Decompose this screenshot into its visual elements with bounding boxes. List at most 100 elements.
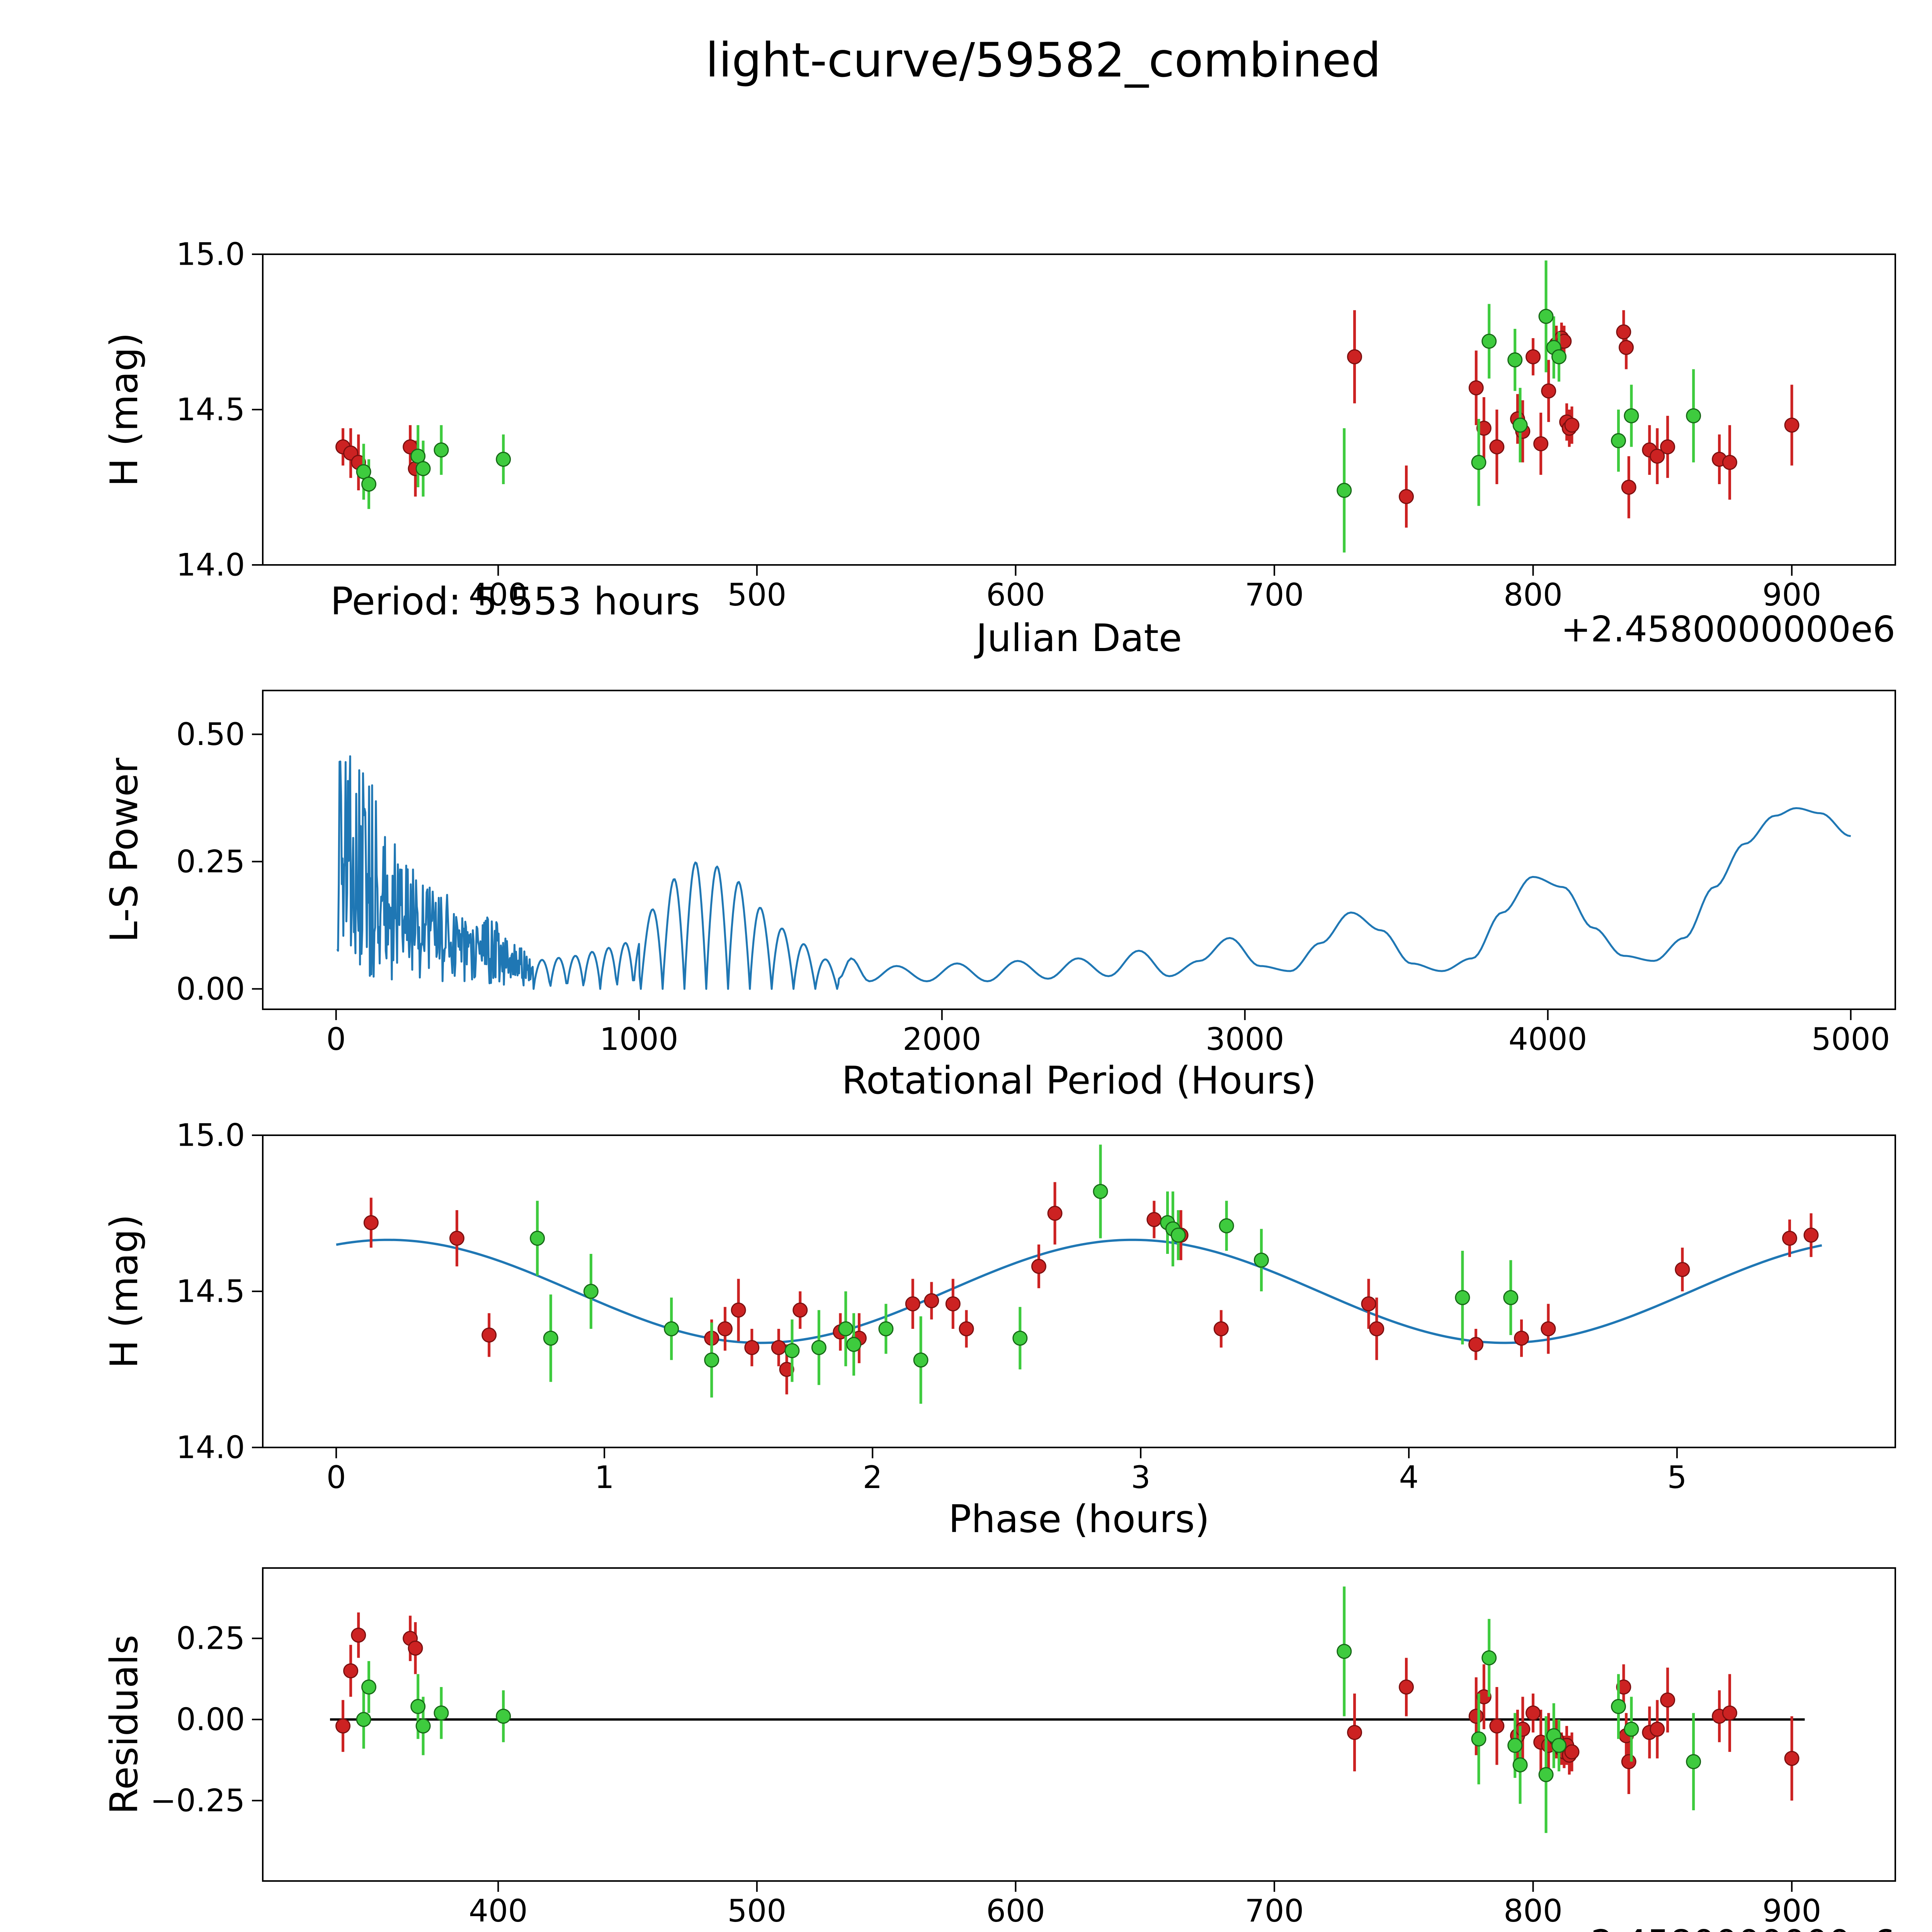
data-point: [1399, 489, 1414, 504]
phased-y-axis-label: H (mag): [102, 1214, 146, 1369]
data-point: [408, 1640, 423, 1656]
dataset-red: [335, 310, 1799, 528]
data-point: [1347, 1725, 1362, 1740]
data-point: [1722, 455, 1737, 470]
data-point: [496, 1709, 511, 1724]
phased-x-axis-label: Phase (hours): [948, 1497, 1210, 1541]
data-point: [1675, 1262, 1690, 1277]
data-point: [543, 1330, 558, 1346]
data-point: [410, 1699, 426, 1714]
subplot-lightcurve: 400 500 600 700 800 900 14.0 14.5 15.0: [176, 236, 1896, 613]
data-point: [1031, 1259, 1046, 1274]
data-point: [779, 1362, 794, 1377]
residuals-y-axis-label: Residuals: [102, 1634, 146, 1815]
data-point: [530, 1231, 545, 1246]
data-point: [434, 442, 449, 458]
data-point: [1337, 1644, 1352, 1659]
data-point: [410, 449, 426, 464]
x-tick-label: 900: [1762, 1893, 1821, 1929]
x-tick-label: 800: [1503, 577, 1563, 613]
data-point: [434, 1705, 449, 1721]
data-point: [1660, 1692, 1675, 1708]
data-point: [1481, 333, 1497, 349]
residuals-axis-offset: +2.4580000000e6: [263, 1922, 1895, 1932]
data-point: [1146, 1212, 1162, 1227]
data-point: [811, 1340, 827, 1355]
data-point: [343, 1663, 359, 1679]
data-point: [1619, 340, 1634, 355]
data-point: [1782, 1231, 1798, 1246]
data-point: [1253, 1252, 1269, 1268]
data-point: [878, 1321, 894, 1337]
y-tick-label: 0.00: [176, 971, 245, 1007]
x-tick-label: 800: [1503, 1893, 1563, 1929]
y-tick-label: 0.00: [176, 1701, 245, 1737]
data-point: [1616, 324, 1631, 340]
data-point: [1489, 439, 1505, 454]
data-point: [1170, 1228, 1186, 1243]
data-point: [361, 1679, 377, 1695]
data-point: [1347, 349, 1362, 364]
data-point: [704, 1352, 719, 1368]
data-point: [1012, 1330, 1028, 1346]
data-point: [1526, 1705, 1541, 1721]
data-point: [1660, 439, 1675, 454]
data-point: [1471, 1731, 1486, 1747]
x-tick-label: 0: [326, 1021, 346, 1057]
y-tick-label: 15.0: [176, 236, 245, 272]
data-point: [1616, 1679, 1631, 1695]
data-point: [1784, 417, 1799, 433]
data-point: [924, 1293, 939, 1308]
data-point: [664, 1321, 679, 1337]
dataset-green: [356, 260, 1701, 553]
data-point: [1512, 417, 1528, 433]
data-point: [1784, 1751, 1799, 1766]
y-tick-label: 0.25: [176, 1621, 245, 1656]
residuals-x-axis-label: Julian Date: [263, 1930, 1895, 1932]
data-point: [1093, 1184, 1108, 1199]
subplot-residuals: 400 500 600 700 800 900 −0.25 0.00 0.25: [150, 1567, 1896, 1929]
data-point: [771, 1340, 786, 1355]
data-point: [1471, 455, 1486, 470]
data-point: [1526, 349, 1541, 364]
subplot-periodogram: 0 1000 2000 3000 4000 5000 0.00 0.25 0.50: [176, 690, 1896, 1057]
dataset-green: [530, 1145, 1519, 1404]
data-point: [1219, 1218, 1234, 1233]
data-point: [945, 1296, 961, 1311]
data-point: [1611, 1699, 1626, 1714]
dataset-green: [356, 1586, 1701, 1833]
y-tick-label: 0.25: [176, 844, 245, 879]
x-tick-label: 500: [728, 1893, 787, 1929]
data-point: [361, 476, 377, 492]
data-point: [415, 461, 431, 476]
y-tick-label: 0.50: [176, 716, 245, 752]
x-tick-label: 700: [1245, 577, 1304, 613]
periodogram-x-axis-label: Rotational Period (Hours): [842, 1059, 1316, 1103]
x-tick-label: 0: [327, 1459, 346, 1495]
x-tick-label: 1000: [600, 1021, 679, 1057]
x-tick-label: 900: [1762, 577, 1821, 613]
data-point: [1551, 349, 1567, 364]
data-point: [838, 1321, 854, 1337]
x-tick-label: 600: [986, 577, 1045, 613]
data-point: [1533, 436, 1549, 451]
data-point: [1481, 1650, 1497, 1666]
data-point: [1621, 1754, 1636, 1769]
data-point: [363, 1215, 379, 1230]
data-point: [1624, 1721, 1639, 1737]
x-tick-label: 400: [469, 577, 528, 613]
data-point: [1399, 1679, 1414, 1695]
lightcurve-y-axis-label: H (mag): [102, 332, 146, 487]
y-tick-label: 14.5: [176, 392, 245, 428]
y-tick-label: 14.0: [176, 1430, 245, 1466]
data-point: [1564, 1744, 1580, 1760]
x-tick-label: 4000: [1509, 1021, 1587, 1057]
data-point: [1686, 408, 1701, 423]
data-point: [1503, 1290, 1519, 1305]
data-point: [717, 1321, 733, 1337]
data-point: [1686, 1754, 1701, 1769]
data-point: [846, 1337, 862, 1352]
y-tick-label: 14.5: [176, 1274, 245, 1310]
x-tick-label: 5: [1667, 1459, 1687, 1495]
